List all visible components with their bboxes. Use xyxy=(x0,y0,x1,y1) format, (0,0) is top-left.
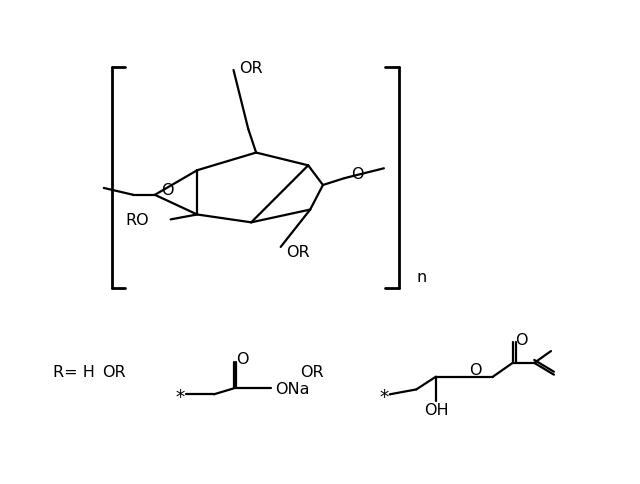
Text: OR: OR xyxy=(287,245,310,260)
Text: O: O xyxy=(515,332,528,347)
Text: R= H: R= H xyxy=(52,364,95,379)
Text: RO: RO xyxy=(125,212,149,227)
Text: n: n xyxy=(416,269,426,284)
Text: OH: OH xyxy=(424,402,448,417)
Text: OR: OR xyxy=(300,364,324,379)
Text: ONa: ONa xyxy=(275,381,310,396)
Text: OR: OR xyxy=(239,60,263,76)
Text: *: * xyxy=(176,387,185,406)
Text: *: * xyxy=(380,387,388,406)
Text: O: O xyxy=(351,166,364,182)
Text: O: O xyxy=(161,183,174,198)
Text: O: O xyxy=(236,352,248,367)
Text: O: O xyxy=(469,363,481,378)
Text: OR: OR xyxy=(102,364,125,379)
